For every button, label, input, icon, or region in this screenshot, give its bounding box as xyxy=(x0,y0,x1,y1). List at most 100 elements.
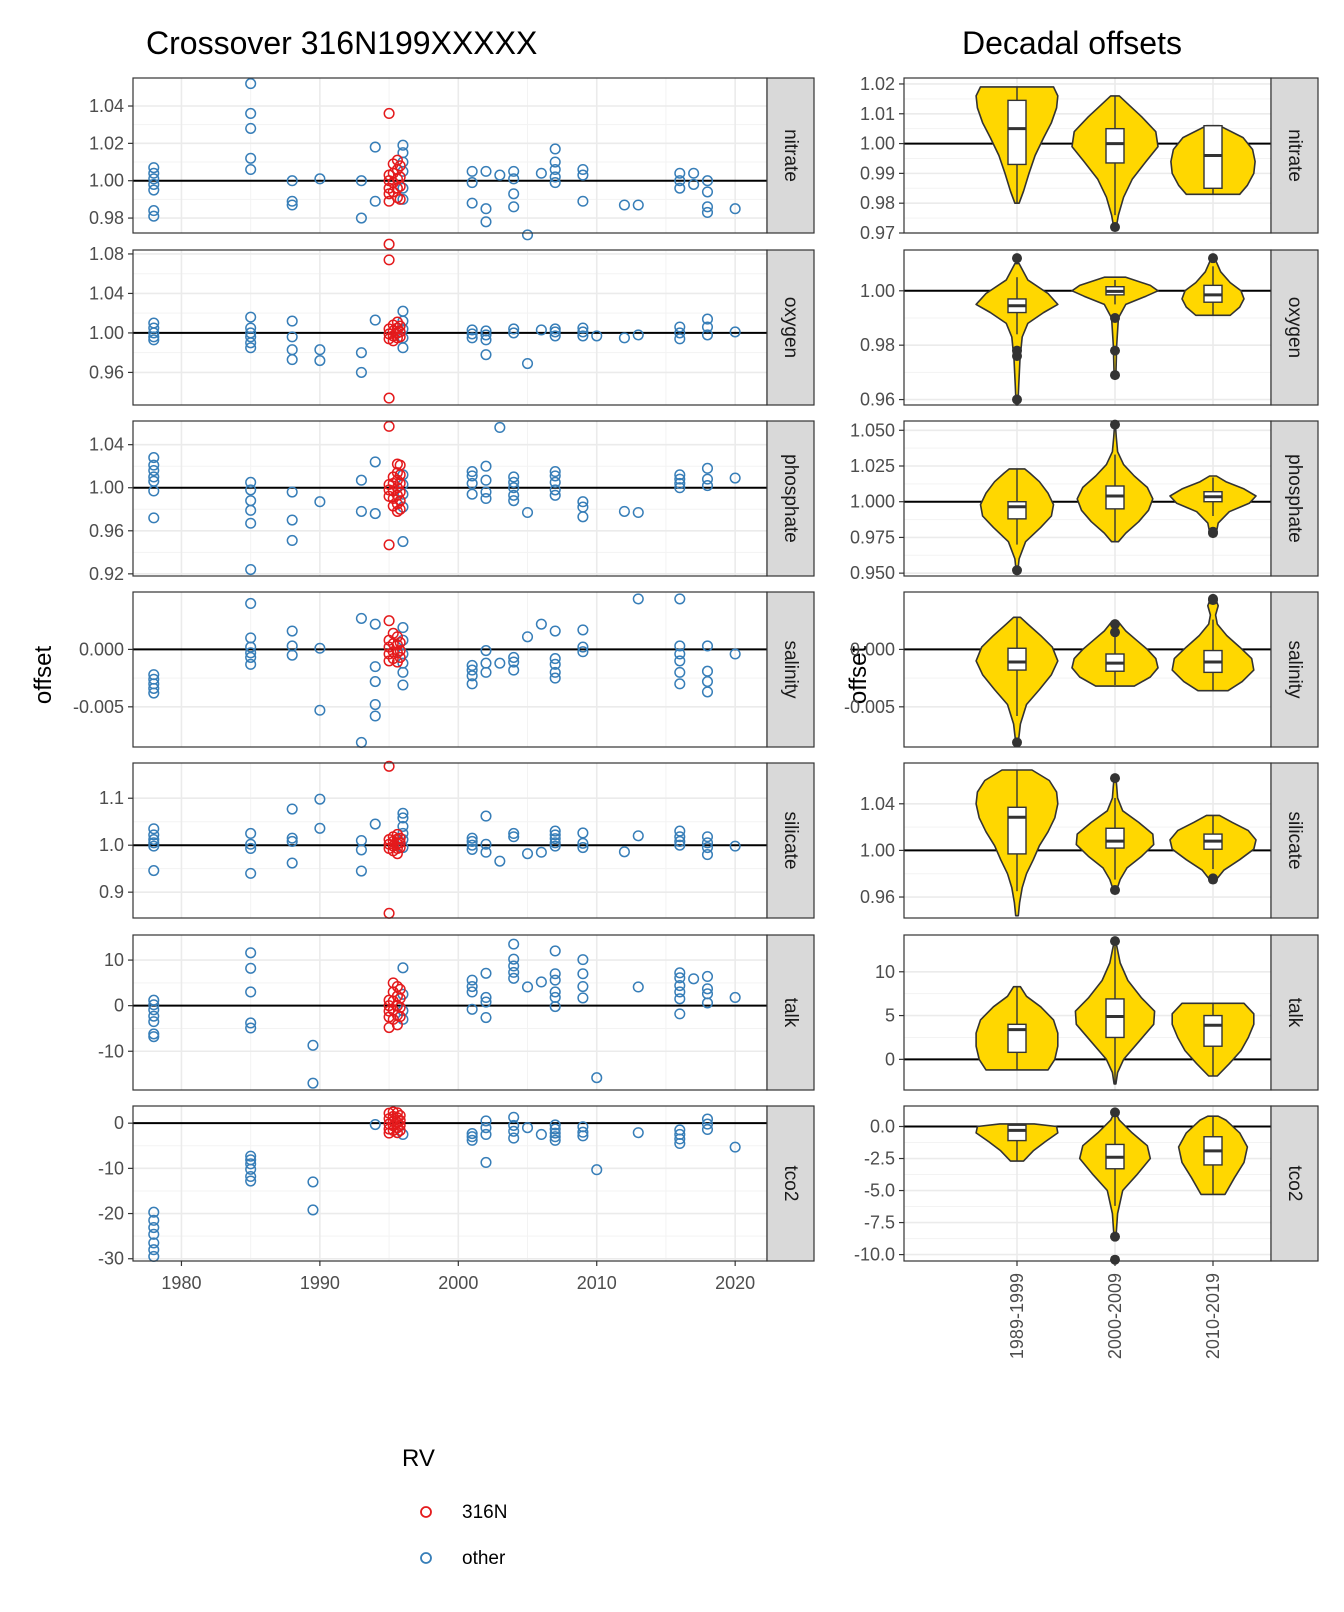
point-316n xyxy=(394,645,406,657)
point-other xyxy=(674,477,686,489)
oxygen-y-tick-label: 1.08 xyxy=(89,244,124,264)
point-other xyxy=(466,974,478,986)
scatter-nitrate-strip xyxy=(766,77,815,234)
point-other xyxy=(508,173,520,185)
outlier-point xyxy=(1110,419,1120,430)
point-other xyxy=(286,195,298,207)
outlier-point xyxy=(1208,528,1218,539)
point-other xyxy=(521,848,534,860)
oxygen-violin-y-tick-label: 0.98 xyxy=(860,335,895,355)
point-other xyxy=(549,625,561,637)
talk-y-tick-label: 10 xyxy=(104,950,124,970)
point-316n xyxy=(394,331,406,343)
point-other xyxy=(148,334,160,346)
point-other xyxy=(245,647,257,659)
tco2-y-tick-label: 0 xyxy=(114,1113,124,1133)
point-other xyxy=(307,1204,319,1216)
left-y-axis-label: offset xyxy=(30,646,57,705)
oxygen-panel-bg xyxy=(133,250,767,405)
point-other xyxy=(314,173,326,185)
point-other xyxy=(577,646,589,658)
point-other xyxy=(148,1016,160,1028)
legend-title: RV xyxy=(402,1445,435,1472)
point-316n xyxy=(383,760,395,772)
point-other xyxy=(508,471,520,483)
scatter-panel-talk: -10 0 10 talk xyxy=(98,934,815,1091)
right-chart-title: Decadal offsets xyxy=(962,25,1182,61)
point-other xyxy=(245,1017,257,1029)
tco2-y-tick-label: -30 xyxy=(98,1249,124,1269)
point-other xyxy=(286,199,298,211)
point-other xyxy=(577,980,589,993)
point-316n xyxy=(391,1122,403,1134)
point-other xyxy=(355,612,367,624)
point-other xyxy=(480,666,492,678)
point-other xyxy=(701,970,714,983)
point-other xyxy=(618,332,630,344)
salinity-y-tick-label: 0.000 xyxy=(79,639,124,659)
point-other xyxy=(466,986,478,998)
x-tick-label: 1990 xyxy=(300,1273,340,1293)
point-other xyxy=(245,947,257,959)
point-other xyxy=(466,197,478,209)
point-316n xyxy=(394,326,406,338)
point-other xyxy=(314,822,326,834)
silicate-violin-y-tick-label: 0.96 xyxy=(860,887,895,907)
point-other xyxy=(245,331,257,343)
point-other xyxy=(355,366,367,378)
point-other xyxy=(508,972,520,984)
outlier-point xyxy=(1012,565,1022,576)
point-other xyxy=(480,492,492,505)
point-other xyxy=(508,656,520,668)
point-other xyxy=(549,1134,561,1146)
point-other xyxy=(314,496,326,508)
violin-phosphate-strip xyxy=(1270,420,1319,577)
point-other xyxy=(148,331,160,343)
outlier-point xyxy=(1012,345,1022,356)
point-316n xyxy=(383,254,395,266)
point-other xyxy=(674,986,686,998)
box-talk-2010-2019 xyxy=(1203,1014,1223,1047)
point-other xyxy=(549,658,561,670)
point-other xyxy=(535,167,547,179)
point-other xyxy=(701,313,714,325)
scatter-panel-oxygen: 0.96 1.00 1.04 1.08 oxygen xyxy=(89,244,815,406)
point-other xyxy=(480,1011,492,1024)
violin-x-tick-label: 2010-2019 xyxy=(1203,1273,1223,1359)
point-other xyxy=(148,464,160,477)
point-other xyxy=(286,625,298,637)
point-other xyxy=(148,1031,160,1043)
point-other xyxy=(577,968,589,980)
point-other xyxy=(632,199,644,211)
point-other xyxy=(245,1150,257,1162)
point-other xyxy=(148,512,160,524)
point-other xyxy=(314,355,326,367)
point-other xyxy=(480,846,492,858)
point-other xyxy=(701,1123,714,1136)
point-other xyxy=(508,188,520,200)
point-other xyxy=(245,1022,257,1034)
point-other xyxy=(245,342,257,354)
scatter-tco2-strip-label: tco2 xyxy=(780,1166,801,1202)
violin-panel-phosphate: 0.950 0.975 1.000 1.025 1.050 phosphate xyxy=(850,419,1319,583)
outlier-point xyxy=(1012,394,1022,405)
phosphate-y-tick-label: 0.96 xyxy=(89,521,124,541)
point-other xyxy=(549,968,561,980)
point-other xyxy=(148,205,160,217)
phosphate-y-tick-label: 0.92 xyxy=(89,564,124,584)
point-other xyxy=(466,664,478,676)
point-other xyxy=(148,865,160,877)
outlier-point xyxy=(1208,595,1218,606)
point-other xyxy=(632,830,644,842)
point-316n xyxy=(383,392,395,404)
point-other xyxy=(688,178,700,190)
point-other xyxy=(701,1113,714,1125)
point-other xyxy=(674,972,686,984)
point-other xyxy=(480,838,492,850)
phosphate-y-tick-label: 1.00 xyxy=(89,478,124,498)
point-other xyxy=(632,329,644,341)
point-other xyxy=(549,177,561,189)
point-other xyxy=(674,666,686,678)
point-other xyxy=(480,334,492,346)
point-other xyxy=(397,182,409,194)
